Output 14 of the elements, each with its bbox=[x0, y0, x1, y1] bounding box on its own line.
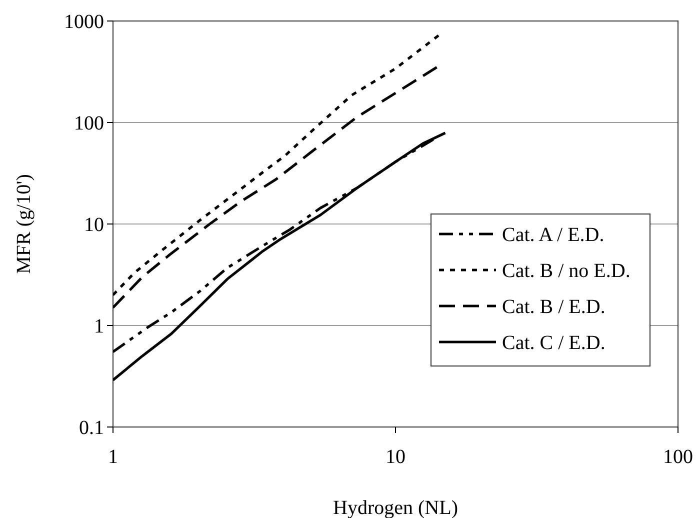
y-tick-label: 1000 bbox=[64, 11, 104, 33]
legend-label: Cat. B / no E.D. bbox=[502, 260, 630, 282]
legend-label: Cat. C / E.D. bbox=[502, 332, 606, 354]
x-tick-label: 10 bbox=[386, 446, 406, 468]
y-tick-label: 1 bbox=[94, 316, 104, 338]
legend-label: Cat. A / E.D. bbox=[502, 224, 604, 246]
y-axis-title: MFR (g/10') bbox=[13, 174, 35, 274]
x-tick-label: 1 bbox=[108, 446, 118, 468]
y-tick-label: 10 bbox=[84, 214, 104, 236]
legend-label: Cat. B / E.D. bbox=[502, 296, 606, 318]
x-tick-label: 100 bbox=[663, 446, 693, 468]
y-tick-label: 100 bbox=[74, 112, 104, 134]
y-tick-label: 0.1 bbox=[79, 417, 104, 439]
x-axis-title: Hydrogen (NL) bbox=[333, 497, 458, 518]
